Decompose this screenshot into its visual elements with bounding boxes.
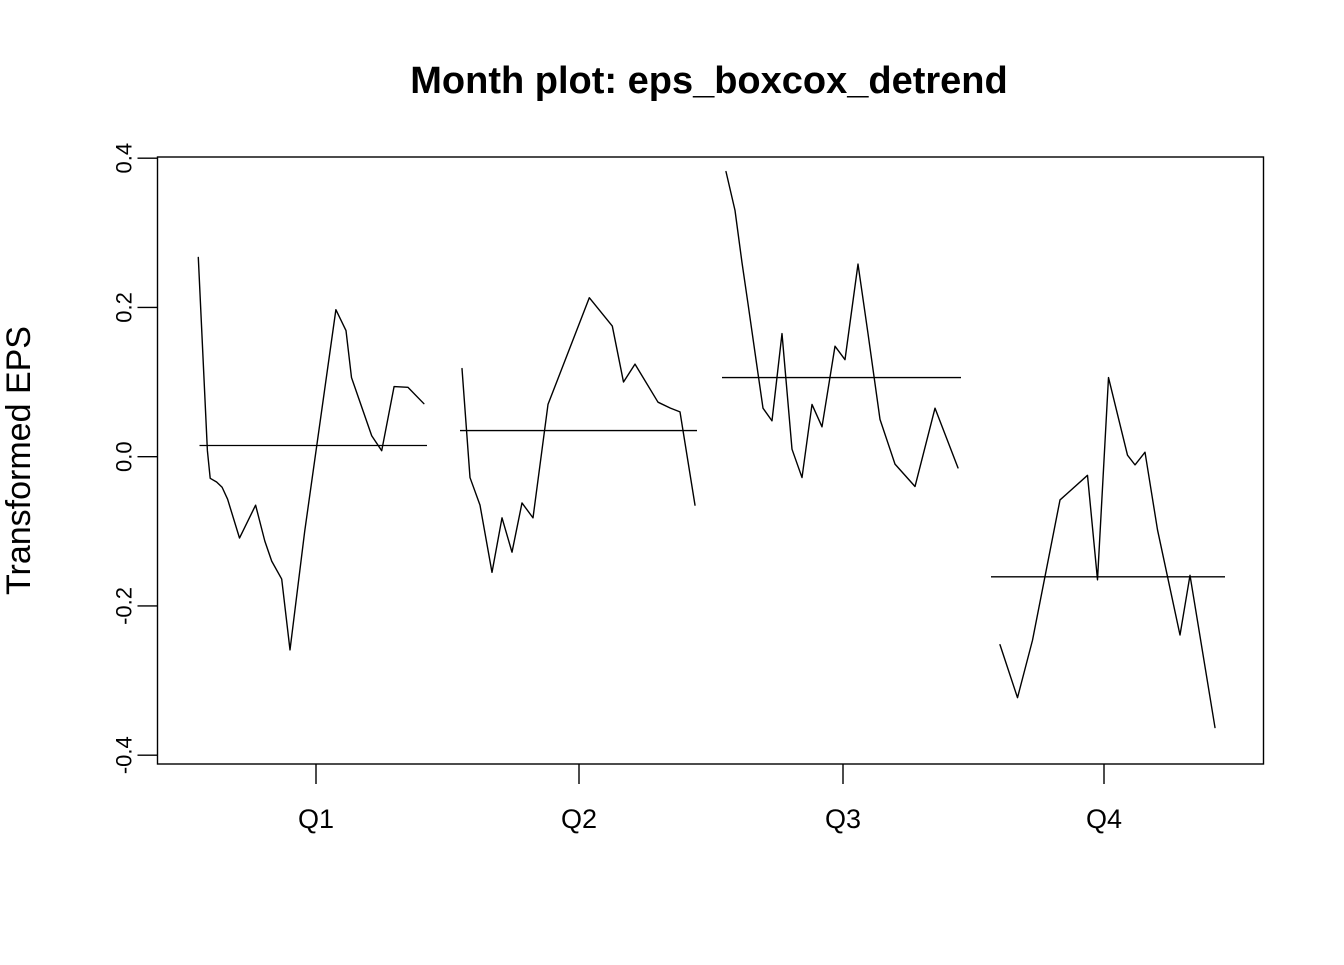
svg-text:Q1: Q1 — [298, 804, 334, 834]
svg-text:0.2: 0.2 — [111, 292, 136, 323]
svg-text:Month plot: eps_boxcox_detrend: Month plot: eps_boxcox_detrend — [410, 60, 1007, 102]
svg-text:0.0: 0.0 — [111, 441, 136, 472]
svg-text:Q2: Q2 — [561, 804, 597, 834]
svg-text:0.4: 0.4 — [111, 143, 136, 174]
svg-text:-0.2: -0.2 — [111, 587, 136, 625]
svg-text:Transformed EPS: Transformed EPS — [0, 326, 38, 595]
svg-text:Q4: Q4 — [1086, 804, 1122, 834]
svg-text:Q3: Q3 — [825, 804, 861, 834]
svg-text:-0.4: -0.4 — [111, 736, 136, 774]
